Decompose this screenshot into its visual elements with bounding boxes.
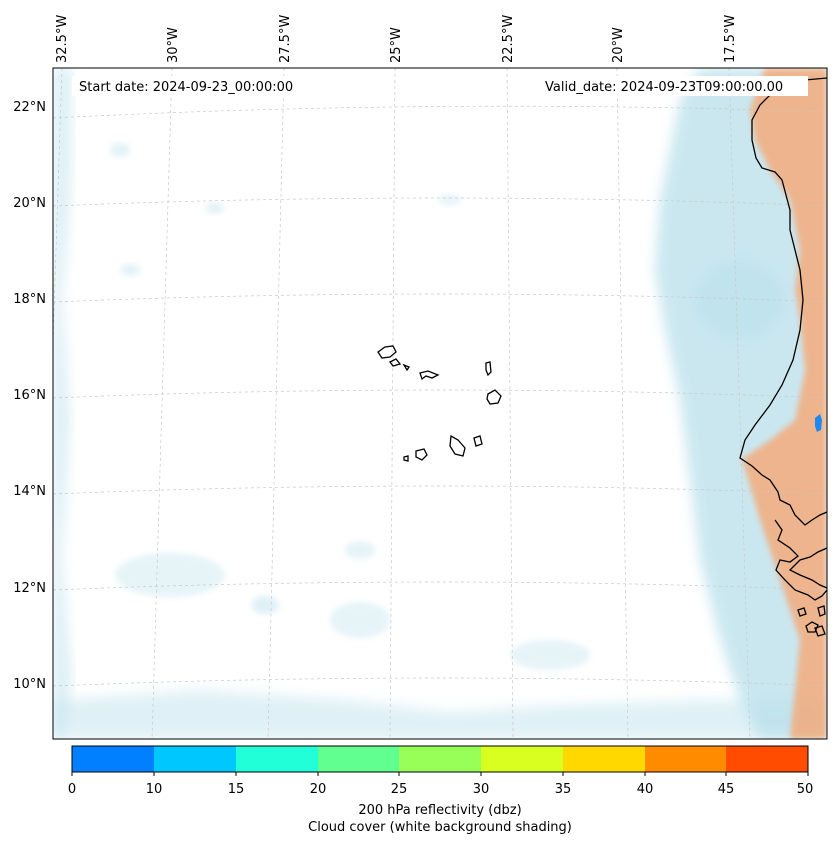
gridline-lon-27.5w [267, 68, 285, 739]
lon-label: 25°W [389, 27, 404, 63]
island-santo-antao [377, 345, 397, 359]
reflectivity-echo [815, 414, 822, 432]
colorbar-ticks [71, 772, 809, 776]
valid-date-background [538, 76, 808, 96]
cloud-patch [438, 194, 462, 206]
gridline-lon-25w [389, 68, 396, 739]
colorbar-title: 200 hPa reflectivity (dbz) [358, 803, 521, 818]
coastline-guinea-bissau [774, 519, 827, 601]
gridline-lon-17.5w [728, 68, 751, 739]
land-shading-africa [742, 68, 827, 739]
coastline-bijagos-1 [805, 621, 819, 633]
reflectivity-shading [742, 68, 827, 739]
colorbar-tick-label: 10 [146, 782, 163, 797]
colorbar-tick-labels: 0 10 15 20 25 30 35 40 45 50 [68, 782, 813, 797]
lat-label: 10°N [13, 677, 46, 692]
colorbar-bin [236, 746, 318, 772]
colorbar-bin [563, 746, 645, 772]
island-sao-vicente [389, 358, 402, 367]
gridline-lon-20w [616, 68, 629, 739]
lat-label: 20°N [13, 196, 46, 211]
gridline-lat-20n [53, 197, 827, 207]
lon-label: 32.5°W [55, 15, 70, 63]
latitude-labels: 22°N 20°N 18°N 16°N 14°N 12°N 10°N [13, 100, 46, 692]
cloud-patch [345, 541, 375, 559]
colorbar-bin [645, 746, 726, 772]
island-boa-vista [486, 389, 502, 405]
colorbar-tick-label: 45 [718, 782, 735, 797]
start-date-label: Start date: 2024-09-23_00:00:00 [79, 80, 293, 95]
island-maio [473, 435, 483, 447]
colorbar-bin [399, 746, 481, 772]
gridline-lat-14n [53, 485, 827, 495]
cloud-patch [115, 553, 225, 597]
longitude-labels: 32.5°W 30°W 27.5°W 25°W 22.5°W 20°W 17.5… [55, 15, 738, 63]
coastline-bijagos-4 [814, 625, 826, 637]
start-date-background [72, 76, 316, 96]
gridline-lat-10n [53, 677, 827, 687]
colorbar-tick-label: 0 [68, 782, 76, 797]
lat-label: 16°N [13, 388, 46, 403]
cloud-patch [510, 640, 590, 670]
cloud-shading-west [53, 68, 72, 739]
island-sal [485, 361, 492, 377]
gridline-lat-16n [53, 389, 827, 399]
colorbar-bin [154, 746, 236, 772]
valid-date-label: Valid_date: 2024-09-23T09:00:00.00 [545, 80, 783, 95]
colorbar-tick-label: 40 [637, 782, 654, 797]
lat-label: 22°N [13, 100, 46, 115]
cloud-patch [206, 202, 224, 214]
gridline-lat-18n [53, 293, 827, 303]
colorbar: 0 10 15 20 25 30 35 40 45 50 200 hPa ref… [68, 745, 813, 835]
island-santiago [449, 434, 466, 457]
island-sao-nicolau [419, 370, 440, 381]
island-brava [403, 455, 409, 462]
lat-label: 14°N [13, 484, 46, 499]
colorbar-tick-label: 50 [797, 782, 814, 797]
cloud-patch [330, 602, 390, 638]
lon-label: 27.5°W [278, 15, 293, 63]
cloud-shading-south [53, 690, 827, 739]
start-date-box: Start date: 2024-09-23_00:00:00 [72, 76, 316, 96]
gridline-lon-22.5w [506, 68, 514, 739]
cloud-patch [120, 264, 140, 276]
island-fogo [415, 448, 428, 461]
colorbar-tick-label: 20 [310, 782, 327, 797]
cloud-patch [110, 143, 130, 157]
colorbar-bin [481, 746, 563, 772]
lat-label: 12°N [13, 581, 46, 596]
gridline-lon-30w [151, 68, 173, 739]
colorbar-tick-label: 35 [555, 782, 572, 797]
lat-label: 18°N [13, 292, 46, 307]
colorbar-tick-label: 30 [473, 782, 490, 797]
graticule [53, 68, 827, 739]
lon-label: 17.5°W [723, 15, 738, 63]
colorbar-subtitle: Cloud cover (white background shading) [308, 820, 572, 835]
colorbar-bin [726, 746, 808, 772]
colorbar-bin [318, 746, 399, 772]
coastline-bijagos-2 [817, 605, 826, 617]
lon-label: 20°W [611, 27, 626, 63]
colorbar-tick-label: 15 [228, 782, 245, 797]
colorbar-bin [72, 746, 154, 772]
coastlines [739, 77, 827, 637]
colorbar-tick-label: 25 [391, 782, 408, 797]
gridline-lat-22n [53, 105, 827, 119]
coastline-bijagos-3 [797, 607, 807, 617]
coastline-africa-south [788, 547, 827, 589]
cape-verde-islands [377, 345, 502, 462]
lon-label: 22.5°W [501, 15, 516, 63]
map-frame [52, 67, 828, 740]
cloud-patch [251, 596, 279, 614]
valid-date-box: Valid_date: 2024-09-23T09:00:00.00 [538, 76, 808, 96]
gridline-lat-12n [53, 581, 827, 591]
island-santa-luzia [402, 363, 410, 372]
map-panel: Start date: 2024-09-23_00:00:00 Valid_da… [52, 67, 828, 740]
colorbar-frame [71, 745, 809, 773]
coastline-africa [739, 77, 827, 526]
lon-label: 30°W [166, 27, 181, 63]
cloud-patch [695, 260, 785, 340]
